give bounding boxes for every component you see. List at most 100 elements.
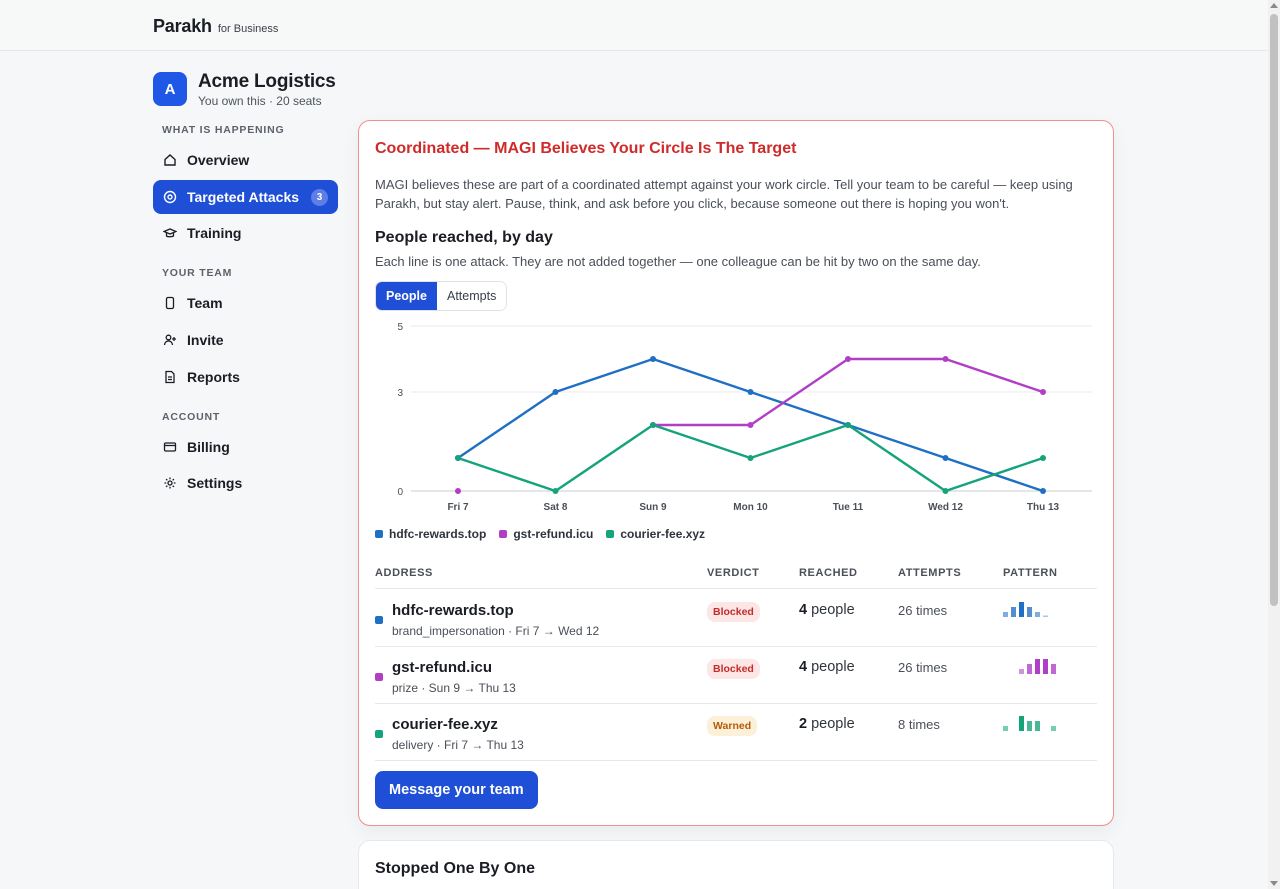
- data-point[interactable]: [845, 422, 851, 428]
- reached-number: 4: [799, 659, 808, 675]
- data-point[interactable]: [1040, 455, 1046, 461]
- alert-description: MAGI believes these are part of a coordi…: [375, 177, 1073, 211]
- brand-logo[interactable]: Parakh for Business: [153, 16, 278, 37]
- verdict-badge: Blocked: [707, 659, 760, 679]
- document-icon: [163, 370, 177, 384]
- table-row[interactable]: gst-refund.icu prize · Sun 9 → Thu 13 Bl…: [375, 647, 1097, 704]
- toggle-people[interactable]: People: [376, 282, 437, 310]
- data-point[interactable]: [845, 356, 851, 362]
- data-point[interactable]: [1040, 389, 1046, 395]
- alert-title: Coordinated — MAGI Believes Your Circle …: [375, 140, 797, 157]
- sidebar-item-settings[interactable]: Settings: [153, 466, 338, 500]
- message-team-button[interactable]: Message your team: [375, 771, 538, 809]
- legend-label: hdfc-rewards.top: [389, 527, 487, 541]
- brand-name: Parakh: [153, 16, 212, 36]
- people-reached-line-chart: 0 3 5 Fri 7 Sat 8 Sun 9 Mon 10 Tue 11 Wed 12 Thu …: [397, 322, 1092, 513]
- reached-count: 2 people: [799, 716, 855, 732]
- row-address: courier-fee.xyz: [392, 716, 498, 733]
- reached-count: 4 people: [799, 659, 855, 675]
- coordinated-attack-card: Coordinated — MAGI Believes Your Circle …: [358, 120, 1114, 826]
- row-color-swatch: [375, 616, 383, 624]
- sidebar-item-label: Billing: [187, 439, 230, 455]
- legend-swatch: [606, 530, 615, 538]
- reached-unit: people: [807, 659, 855, 675]
- data-point[interactable]: [552, 389, 559, 395]
- sidebar-item-invite[interactable]: Invite: [153, 323, 338, 357]
- nav-section-account: ACCOUNT: [162, 411, 221, 423]
- pattern-bar: [1003, 726, 1008, 731]
- pattern-bar: [1019, 669, 1024, 674]
- pattern-bar: [1019, 602, 1024, 617]
- attempts-count: 26 times: [898, 660, 948, 675]
- pattern-bar: [1011, 607, 1016, 617]
- x-tick-label: Wed 12: [928, 502, 963, 513]
- data-point[interactable]: [455, 488, 461, 494]
- nav-section-what-is-happening: WHAT IS HAPPENING: [162, 124, 285, 136]
- data-point[interactable]: [1040, 488, 1046, 494]
- reached-number: 2: [799, 716, 808, 732]
- reached-number: 4: [799, 602, 808, 618]
- org-header: A Acme Logistics You own this · 20 seats: [153, 72, 336, 108]
- sidebar-item-targeted-attacks[interactable]: Targeted Attacks 3: [153, 180, 338, 214]
- sidebar-item-label: Settings: [187, 475, 243, 491]
- org-meta: You own this · 20 seats: [198, 94, 322, 108]
- pattern-bar: [1043, 659, 1048, 674]
- scroll-up-arrow-icon[interactable]: [1270, 3, 1278, 8]
- pattern-bar: [1035, 659, 1040, 674]
- pattern-bar: [1051, 664, 1056, 674]
- sidebar-item-label: Overview: [187, 152, 250, 168]
- stopped-one-by-one-card: Stopped One By One: [358, 840, 1114, 889]
- scroll-thumb[interactable]: [1270, 14, 1278, 606]
- legend-item-courier: courier-fee.xyz: [606, 527, 705, 541]
- data-point[interactable]: [747, 389, 754, 395]
- column-address: ADDRESS: [375, 567, 433, 579]
- org-name: Acme Logistics: [198, 71, 336, 92]
- row-meta: prize · Sun 9 → Thu 13: [392, 681, 516, 695]
- attempts-count: 26 times: [898, 603, 948, 618]
- user-plus-icon: [163, 333, 177, 347]
- nav-section-your-team: YOUR TEAM: [162, 267, 233, 279]
- reached-unit: people: [807, 716, 855, 732]
- row-color-swatch: [375, 730, 383, 738]
- pattern-bar: [1019, 716, 1024, 731]
- reached-count: 4 people: [799, 602, 855, 618]
- sidebar-item-billing[interactable]: Billing: [153, 430, 338, 464]
- data-point[interactable]: [650, 356, 656, 362]
- data-point[interactable]: [747, 455, 754, 461]
- sidebar-item-reports[interactable]: Reports: [153, 360, 338, 394]
- graduation-cap-icon: [163, 226, 177, 240]
- column-attempts: ATTEMPTS: [898, 567, 962, 579]
- attempts-count: 8 times: [898, 717, 940, 732]
- table-row[interactable]: courier-fee.xyz delivery · Fri 7 → Thu 1…: [375, 704, 1097, 761]
- metric-toggle: People Attempts: [375, 281, 508, 311]
- toggle-attempts[interactable]: Attempts: [437, 282, 507, 310]
- pattern-bar: [1003, 612, 1008, 617]
- data-point[interactable]: [942, 455, 949, 461]
- target-icon: [163, 190, 177, 204]
- column-verdict: VERDICT: [707, 567, 760, 579]
- pattern-sparkbars: [1019, 659, 1056, 674]
- sidebar-item-team[interactable]: Team: [153, 286, 338, 320]
- data-point[interactable]: [942, 356, 949, 362]
- legend-label: gst-refund.icu: [513, 527, 594, 541]
- sidebar-item-overview[interactable]: Overview: [153, 143, 338, 177]
- row-meta: brand_impersonation · Fri 7 → Wed 12: [392, 624, 600, 638]
- table-row[interactable]: hdfc-rewards.top brand_impersonation · F…: [375, 590, 1097, 647]
- data-point[interactable]: [455, 455, 461, 461]
- pattern-sparkbars: [1003, 716, 1056, 731]
- scroll-down-arrow-icon[interactable]: [1270, 881, 1278, 886]
- scrollbar[interactable]: [1268, 0, 1280, 889]
- data-point[interactable]: [552, 488, 559, 494]
- chart-title: People reached, by day: [375, 229, 553, 246]
- x-tick-label: Sun 9: [639, 502, 667, 513]
- data-point[interactable]: [650, 422, 656, 428]
- data-point[interactable]: [942, 488, 949, 494]
- legend-swatch: [375, 530, 383, 538]
- legend-item-hdfc: hdfc-rewards.top: [375, 527, 486, 541]
- data-point[interactable]: [747, 422, 754, 428]
- count-badge: 3: [311, 188, 328, 206]
- sidebar-item-training[interactable]: Training: [153, 216, 338, 250]
- y-tick-label: 3: [397, 388, 403, 399]
- pattern-sparkbars: [1003, 602, 1048, 617]
- x-tick-label: Mon 10: [733, 502, 768, 513]
